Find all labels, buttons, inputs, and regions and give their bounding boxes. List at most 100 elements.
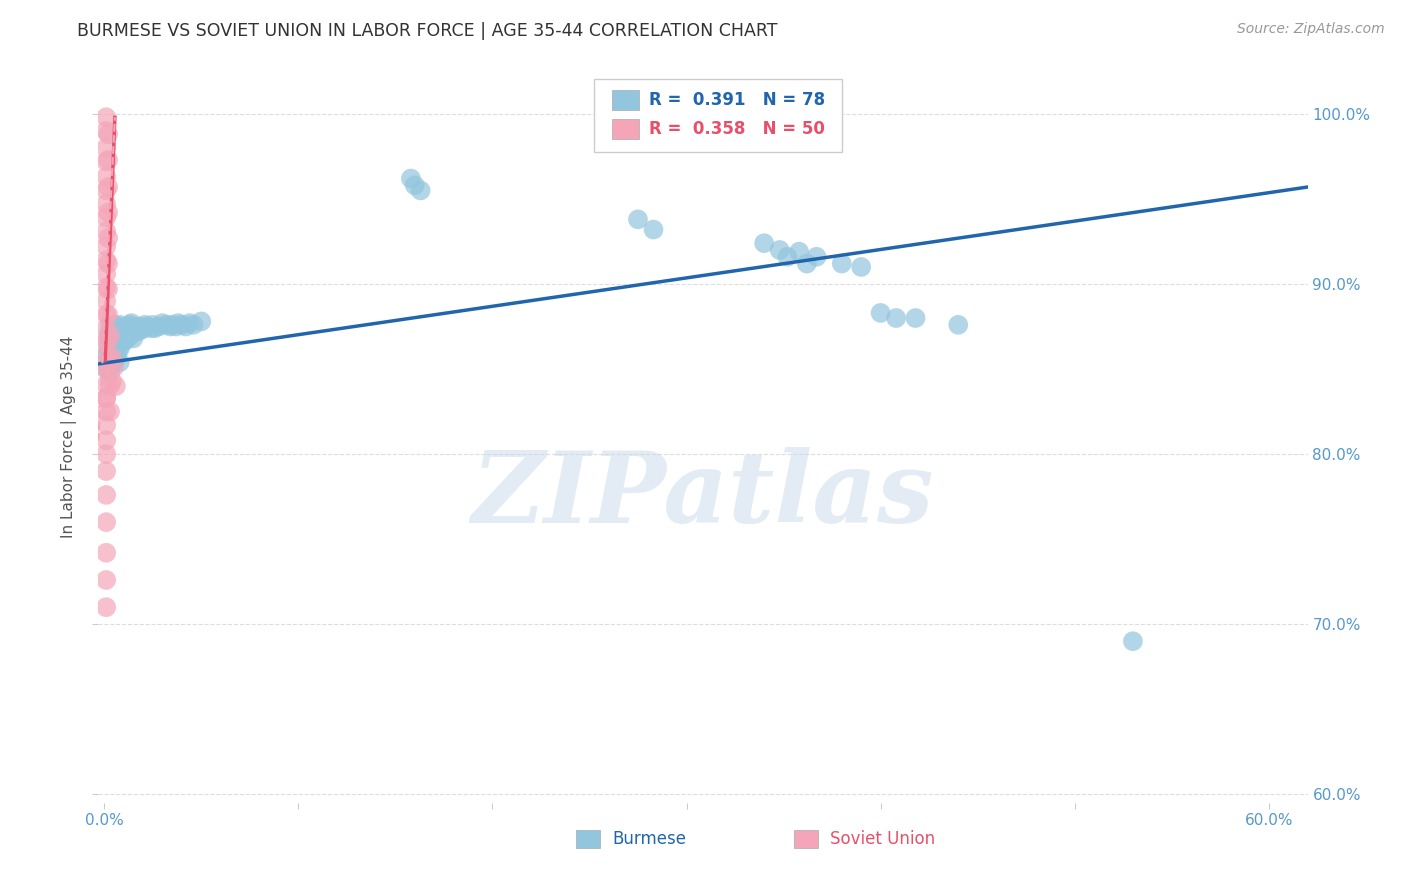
Point	[96, 224, 118, 238]
Point	[96, 348, 118, 362]
Point	[103, 355, 125, 369]
Point	[752, 236, 775, 251]
Point	[96, 321, 118, 335]
Point	[170, 318, 193, 332]
Point	[98, 353, 121, 368]
Point	[97, 333, 120, 347]
Point	[118, 318, 141, 332]
Point	[101, 374, 124, 388]
Point	[96, 447, 118, 461]
Point	[97, 153, 120, 167]
Point	[165, 319, 187, 334]
Point	[97, 256, 120, 270]
FancyBboxPatch shape	[613, 89, 638, 110]
Text: ZIPatlas: ZIPatlas	[472, 448, 934, 544]
Point	[143, 321, 166, 335]
Point	[117, 319, 139, 334]
Point	[96, 362, 118, 376]
Point	[96, 154, 118, 169]
Point	[155, 318, 177, 332]
Point	[108, 342, 131, 356]
Point	[97, 353, 120, 368]
Point	[103, 329, 125, 343]
Point	[98, 319, 121, 334]
Point	[769, 243, 792, 257]
Point	[96, 515, 118, 529]
Point	[103, 318, 125, 332]
Point	[118, 329, 141, 343]
Point	[96, 377, 118, 392]
Text: R =  0.358   N = 50: R = 0.358 N = 50	[648, 120, 824, 138]
Point	[104, 325, 127, 339]
FancyBboxPatch shape	[793, 830, 818, 848]
Point	[627, 212, 650, 227]
Point	[152, 316, 174, 330]
Point	[107, 319, 129, 334]
Point	[129, 323, 152, 337]
Point	[179, 316, 201, 330]
Point	[101, 348, 124, 362]
Point	[96, 600, 118, 615]
Point	[97, 359, 120, 373]
Point	[96, 434, 118, 448]
Point	[122, 331, 145, 345]
Point	[96, 293, 118, 308]
Point	[97, 308, 120, 322]
Point	[101, 350, 124, 364]
Point	[97, 205, 120, 219]
Point	[643, 222, 665, 236]
Point	[183, 318, 205, 332]
Point	[98, 328, 121, 343]
Point	[104, 338, 127, 352]
Point	[103, 343, 125, 358]
Point	[97, 282, 120, 296]
Point	[97, 340, 120, 354]
Point	[108, 329, 131, 343]
Point	[112, 334, 135, 349]
Point	[98, 404, 121, 418]
Point	[96, 197, 118, 211]
Point	[96, 362, 118, 376]
Point	[869, 306, 891, 320]
Point	[132, 321, 155, 335]
Point	[190, 314, 212, 328]
FancyBboxPatch shape	[613, 119, 638, 139]
Point	[96, 391, 118, 405]
Point	[96, 110, 118, 124]
Text: BURMESE VS SOVIET UNION IN LABOR FORCE | AGE 35-44 CORRELATION CHART: BURMESE VS SOVIET UNION IN LABOR FORCE |…	[77, 22, 778, 40]
Point	[104, 351, 127, 366]
Point	[101, 325, 124, 339]
Text: Source: ZipAtlas.com: Source: ZipAtlas.com	[1237, 22, 1385, 37]
Point	[111, 325, 134, 339]
Point	[112, 323, 135, 337]
Point	[97, 328, 120, 343]
Point	[98, 333, 121, 347]
Point	[96, 391, 118, 405]
Point	[114, 333, 136, 347]
Point	[97, 128, 120, 142]
Point	[101, 336, 124, 351]
Point	[96, 418, 118, 433]
Point	[399, 171, 422, 186]
Point	[96, 267, 118, 281]
Y-axis label: In Labor Force | Age 35-44: In Labor Force | Age 35-44	[60, 336, 77, 538]
Point	[134, 318, 156, 332]
Point	[96, 169, 118, 184]
Point	[159, 319, 181, 334]
Point	[96, 308, 118, 322]
FancyBboxPatch shape	[576, 830, 600, 848]
Point	[806, 250, 828, 264]
Point	[96, 573, 118, 587]
Point	[404, 178, 426, 193]
Text: R =  0.391   N = 78: R = 0.391 N = 78	[648, 91, 825, 109]
Point	[904, 311, 927, 326]
Point	[108, 355, 131, 369]
Point	[776, 250, 799, 264]
Point	[97, 231, 120, 245]
FancyBboxPatch shape	[595, 78, 842, 152]
Point	[96, 141, 118, 155]
Point	[884, 311, 907, 326]
Point	[160, 318, 183, 332]
Point	[104, 379, 127, 393]
Point	[96, 404, 118, 418]
